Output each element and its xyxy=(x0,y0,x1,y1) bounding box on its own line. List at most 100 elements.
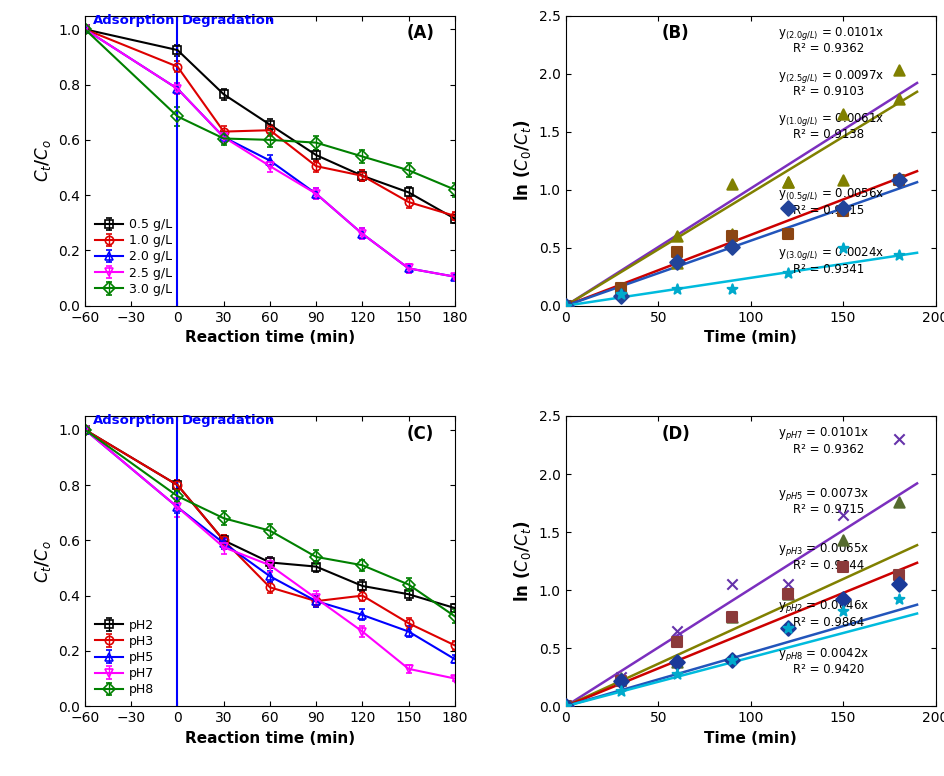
Point xyxy=(779,622,794,635)
Point xyxy=(724,611,739,623)
Point xyxy=(890,578,905,591)
Text: (B): (B) xyxy=(661,24,689,42)
Point xyxy=(834,605,850,617)
Point xyxy=(613,671,628,684)
Point xyxy=(668,255,683,268)
Point xyxy=(834,202,850,214)
X-axis label: Time (min): Time (min) xyxy=(703,330,796,345)
Point xyxy=(558,300,573,312)
Point xyxy=(779,227,794,240)
Point xyxy=(668,625,683,637)
Point xyxy=(613,674,628,687)
Point xyxy=(668,230,683,242)
Text: y$_{pH2}$ = 0.0046x: y$_{pH2}$ = 0.0046x xyxy=(778,598,868,615)
Text: (D): (D) xyxy=(661,424,690,442)
Text: y$_{pH5}$ = 0.0073x: y$_{pH5}$ = 0.0073x xyxy=(778,486,868,503)
Point xyxy=(613,672,628,684)
Point xyxy=(613,674,628,687)
Point xyxy=(779,175,794,188)
Point xyxy=(890,496,905,508)
X-axis label: Reaction time (min): Reaction time (min) xyxy=(185,730,355,746)
Text: y$_{(1.0g/L)}$ = 0.0061x: y$_{(1.0g/L)}$ = 0.0061x xyxy=(778,111,884,128)
Point xyxy=(724,241,739,253)
Point xyxy=(779,267,794,279)
Y-axis label: ln ($C_0$/$C_t$): ln ($C_0$/$C_t$) xyxy=(512,120,532,201)
Text: y$_{(0.5g/L)}$ = 0.0056x: y$_{(0.5g/L)}$ = 0.0056x xyxy=(778,186,884,203)
Text: R² = 0.9420: R² = 0.9420 xyxy=(792,663,864,676)
Point xyxy=(724,227,739,240)
Point xyxy=(890,569,905,581)
Text: R² = 0.9341: R² = 0.9341 xyxy=(792,263,864,275)
Point xyxy=(834,204,850,217)
Point xyxy=(834,593,850,605)
Point xyxy=(724,178,739,190)
Point xyxy=(558,300,573,312)
X-axis label: Time (min): Time (min) xyxy=(703,730,796,746)
Point xyxy=(613,288,628,300)
Text: y$_{(2.0g/L)}$ = 0.0101x: y$_{(2.0g/L)}$ = 0.0101x xyxy=(778,25,884,42)
Point xyxy=(834,241,850,254)
Point xyxy=(890,174,905,186)
Text: y$_{pH7}$ = 0.0101x: y$_{pH7}$ = 0.0101x xyxy=(778,425,868,442)
Point xyxy=(558,700,573,712)
Point xyxy=(779,587,794,600)
Text: R² = 0.9362: R² = 0.9362 xyxy=(792,442,864,456)
Point xyxy=(724,578,739,591)
Y-axis label: $C_t$/$C_o$: $C_t$/$C_o$ xyxy=(33,539,53,583)
Text: R² = 0.9138: R² = 0.9138 xyxy=(792,128,864,141)
Point xyxy=(613,282,628,295)
Point xyxy=(890,93,905,106)
Point xyxy=(668,257,683,269)
Point xyxy=(613,285,628,297)
Point xyxy=(668,656,683,668)
Point xyxy=(890,593,905,605)
Point xyxy=(890,433,905,445)
Legend: pH2, pH3, pH5, pH7, pH8: pH2, pH3, pH5, pH7, pH8 xyxy=(92,615,158,700)
Text: R² = 0.9103: R² = 0.9103 xyxy=(792,85,864,99)
Text: y$_{(3.0g/L)}$ = 0.0024x: y$_{(3.0g/L)}$ = 0.0024x xyxy=(778,245,884,262)
Point xyxy=(668,246,683,258)
Point xyxy=(890,64,905,76)
Point xyxy=(779,202,794,214)
Point xyxy=(724,653,739,666)
Point xyxy=(668,636,683,649)
Point xyxy=(668,283,683,296)
Point xyxy=(724,230,739,242)
Point xyxy=(558,700,573,712)
Point xyxy=(668,667,683,680)
Point xyxy=(558,300,573,312)
Text: Adsorption: Adsorption xyxy=(93,13,175,26)
Text: R² = 0.9864: R² = 0.9864 xyxy=(792,615,864,629)
Point xyxy=(834,534,850,546)
Text: y$_{(2.5g/L)}$ = 0.0097x: y$_{(2.5g/L)}$ = 0.0097x xyxy=(778,68,884,85)
Text: Degradation: Degradation xyxy=(182,13,275,26)
Point xyxy=(558,300,573,312)
Point xyxy=(613,282,628,295)
Point xyxy=(890,174,905,186)
Point xyxy=(558,700,573,712)
Point xyxy=(834,174,850,186)
Point xyxy=(558,700,573,712)
Text: (C): (C) xyxy=(406,424,433,442)
Point xyxy=(613,685,628,698)
Point xyxy=(558,700,573,712)
Point xyxy=(779,587,794,600)
Text: y$_{pH8}$ = 0.0042x: y$_{pH8}$ = 0.0042x xyxy=(778,646,868,663)
Y-axis label: $C_t$/$C_o$: $C_t$/$C_o$ xyxy=(33,139,53,182)
Point xyxy=(558,300,573,312)
Point xyxy=(779,622,794,635)
Point xyxy=(724,653,739,666)
Point xyxy=(779,578,794,591)
Point xyxy=(724,283,739,296)
Text: Adsorption: Adsorption xyxy=(93,414,175,427)
Point xyxy=(834,508,850,521)
Point xyxy=(724,611,739,623)
Point xyxy=(834,108,850,120)
Text: Degradation: Degradation xyxy=(182,414,275,427)
Text: R² = 0.9844: R² = 0.9844 xyxy=(792,559,864,572)
Point xyxy=(834,561,850,573)
Text: y$_{pH3}$ = 0.0065x: y$_{pH3}$ = 0.0065x xyxy=(778,542,868,559)
Legend: 0.5 g/L, 1.0 g/L, 2.0 g/L, 2.5 g/L, 3.0 g/L: 0.5 g/L, 1.0 g/L, 2.0 g/L, 2.5 g/L, 3.0 … xyxy=(92,214,176,300)
Text: R² = 0.9915: R² = 0.9915 xyxy=(792,203,864,217)
Text: R² = 0.9362: R² = 0.9362 xyxy=(792,42,864,55)
